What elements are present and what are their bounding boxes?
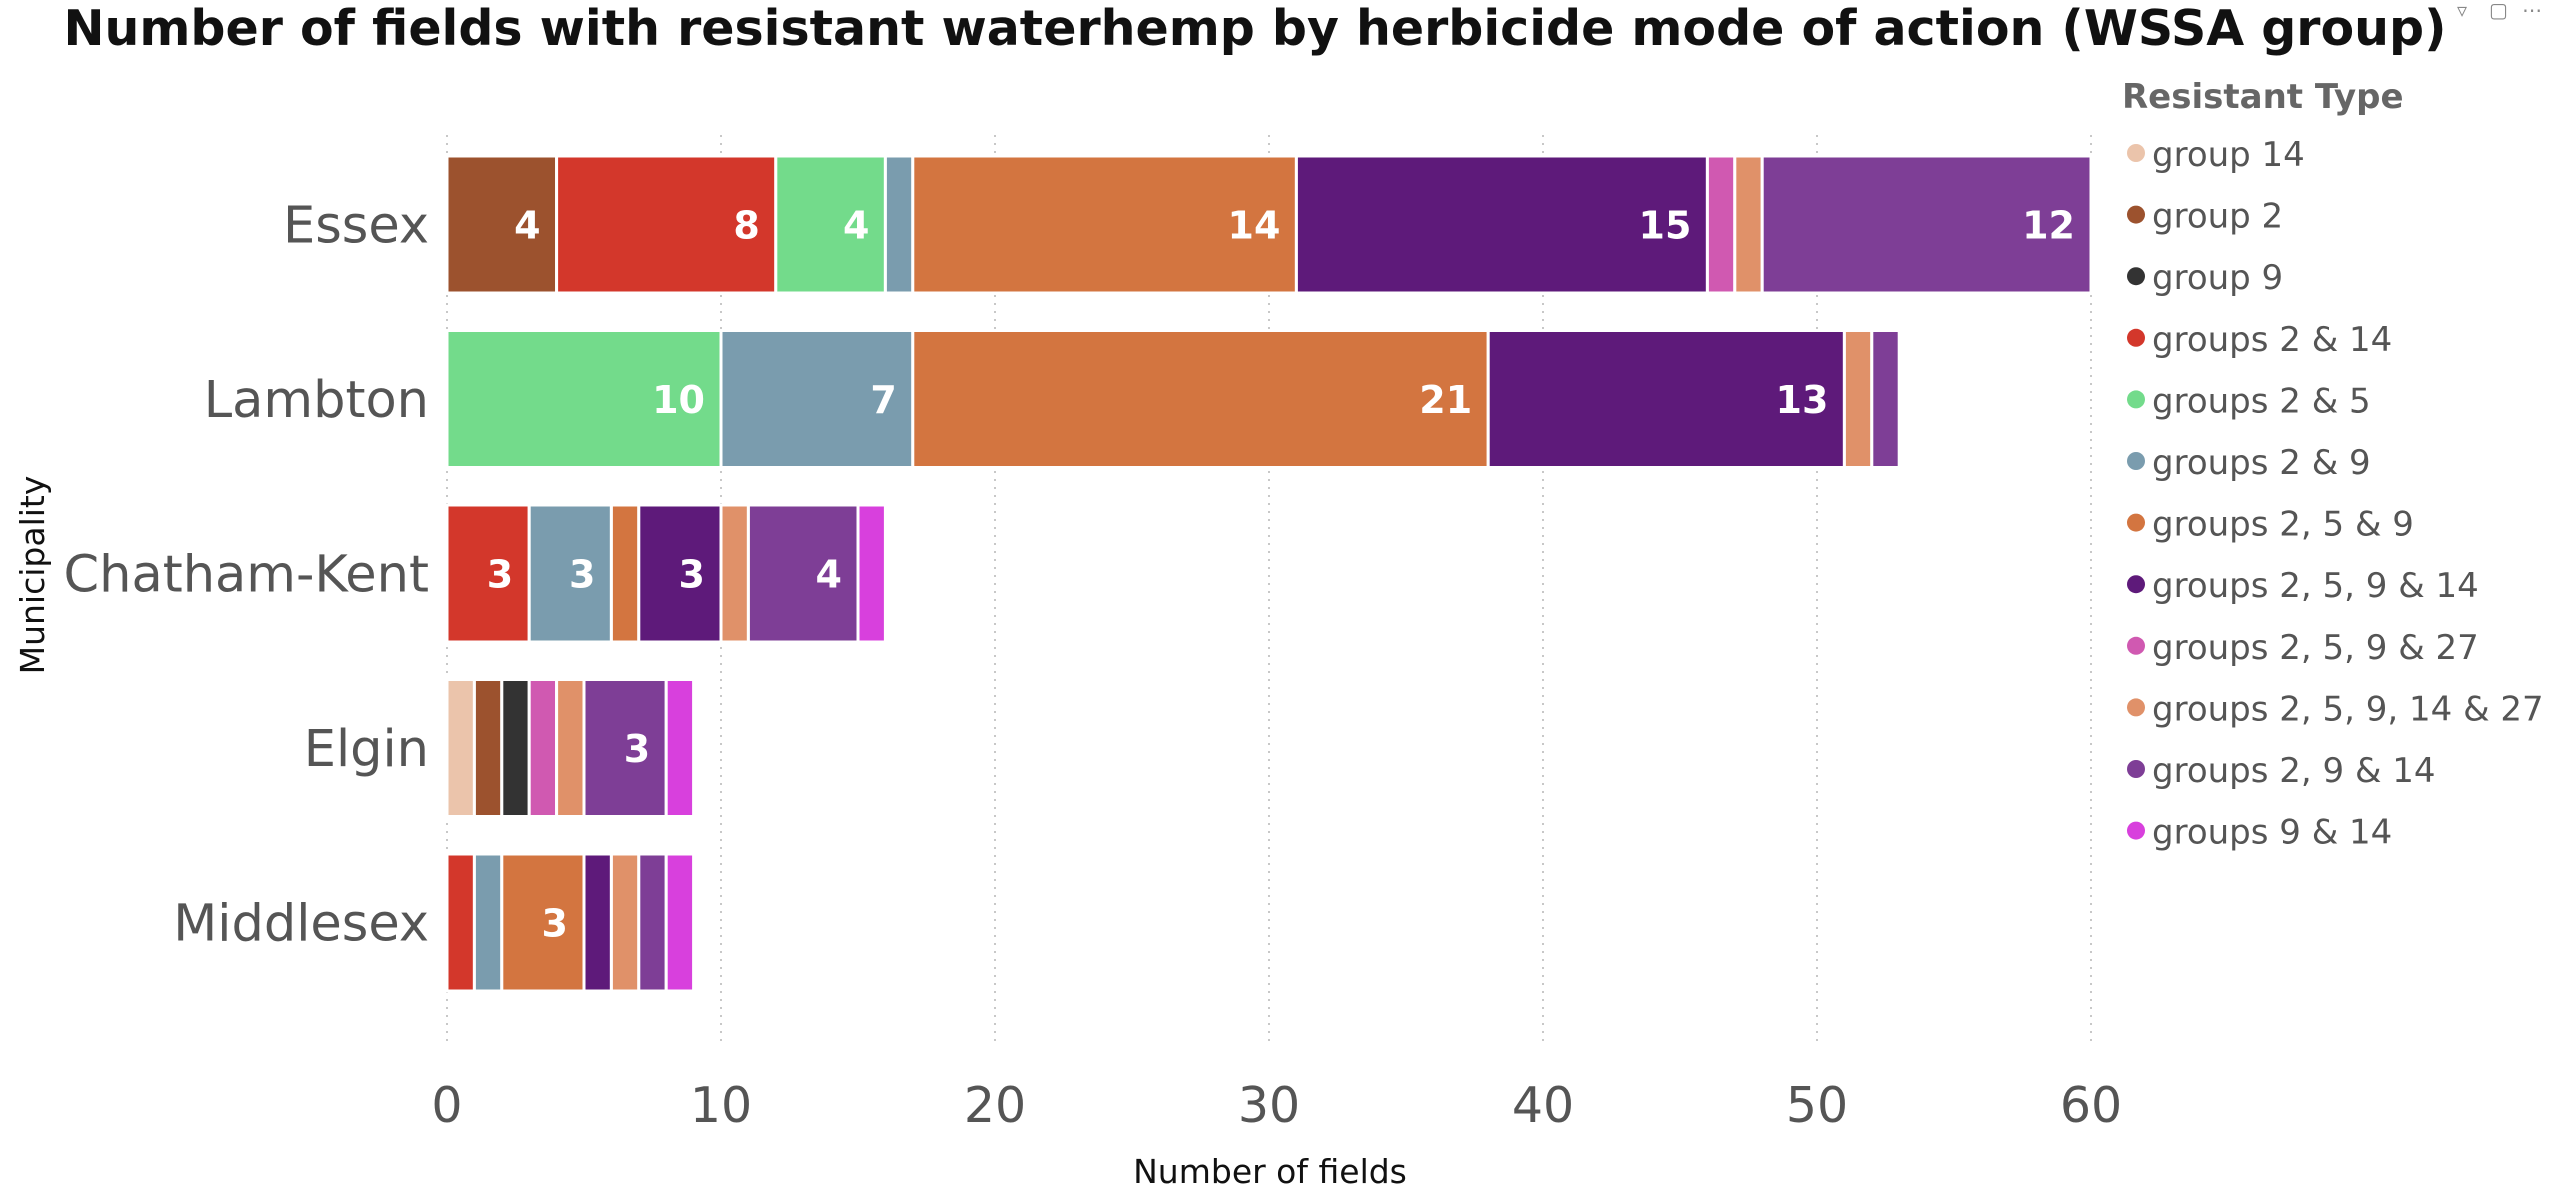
bar-segment[interactable]: [1705, 154, 1737, 295]
legend-item[interactable]: groups 9 & 14: [2152, 813, 2392, 853]
bar-area: 4 8 4 14 15 12 10 7 21 13 3 3 3 4 3 3: [445, 154, 2093, 993]
category-label: Lambton: [204, 371, 429, 430]
data-label: 3: [542, 902, 568, 946]
legend-item[interactable]: groups 2 & 9: [2152, 443, 2371, 483]
data-label: 3: [679, 553, 705, 597]
x-axis-title: Number of fields: [1133, 1152, 1407, 1189]
bar-segment[interactable]: [883, 154, 915, 295]
bar-segment[interactable]: [1842, 329, 1874, 469]
data-label: 14: [1228, 204, 1281, 248]
bar-segment[interactable]: [445, 678, 476, 818]
legend-item[interactable]: groups 2, 5, 9 & 27: [2152, 628, 2479, 668]
legend-item[interactable]: groups 2, 9 & 14: [2152, 751, 2436, 791]
data-label: 4: [514, 204, 540, 248]
legend-marker: [2127, 636, 2145, 655]
bar-segment[interactable]: [500, 678, 531, 818]
legend-marker: [2127, 698, 2145, 717]
legend[interactable]: Resistant Type group 14 group 2 group 9 gro…: [2122, 77, 2544, 853]
legend-item[interactable]: groups 2 & 5: [2152, 381, 2371, 421]
focus-mode-icon[interactable]: ▢: [2489, 0, 2508, 22]
legend-marker: [2127, 205, 2145, 224]
legend-item[interactable]: group 9: [2152, 258, 2283, 298]
category-axis: Essex Lambton Chatham-Kent Elgin Middlesex: [64, 197, 429, 954]
data-label: 7: [870, 378, 896, 422]
category-label: Chatham-Kent: [64, 546, 429, 605]
bar-segment[interactable]: [472, 852, 504, 993]
bar-segment[interactable]: [445, 852, 476, 993]
bar-segment[interactable]: [527, 678, 559, 818]
x-tick-label: 40: [1512, 1077, 1574, 1134]
bar-segment[interactable]: [856, 503, 887, 644]
data-label: 13: [1776, 378, 1829, 422]
bar-segment[interactable]: [1733, 154, 1764, 295]
category-label: Essex: [283, 197, 429, 256]
legend-marker: [2127, 513, 2145, 532]
bar-segment[interactable]: [609, 852, 641, 993]
legend-marker: [2127, 575, 2145, 594]
legend-item[interactable]: groups 2, 5, 9, 14 & 27: [2152, 689, 2544, 729]
x-tick-label: 10: [690, 1077, 752, 1134]
legend-item[interactable]: groups 2 & 14: [2152, 320, 2392, 360]
bar-segment[interactable]: [555, 154, 778, 295]
legend-marker: [2127, 267, 2145, 286]
value-axis: 0 10 20 30 40 50 60: [431, 1077, 2122, 1134]
bar-segment[interactable]: [582, 852, 613, 993]
bar-segment[interactable]: [445, 503, 531, 644]
data-label: 21: [1419, 378, 1472, 422]
chart-title: Number of fields with resistant waterhem…: [63, 0, 2446, 57]
bar-segment[interactable]: [445, 329, 723, 469]
bar-segment[interactable]: [911, 329, 1490, 469]
more-options-icon[interactable]: ⋯: [2522, 0, 2542, 22]
data-label: 8: [733, 204, 759, 248]
bar-segment[interactable]: [637, 852, 668, 993]
bar-segment[interactable]: [555, 678, 586, 818]
category-label: Middlesex: [173, 895, 429, 954]
x-tick-label: 60: [2060, 1077, 2122, 1134]
x-tick-label: 50: [1786, 1077, 1848, 1134]
bar-segment[interactable]: [774, 154, 887, 295]
x-tick-label: 30: [1238, 1077, 1300, 1134]
data-label: 12: [2022, 204, 2075, 248]
bar-segment[interactable]: [1760, 154, 2093, 295]
legend-item[interactable]: group 2: [2152, 197, 2283, 237]
legend-marker: [2127, 821, 2145, 840]
bar-segment[interactable]: [637, 503, 723, 644]
legend-marker: [2127, 452, 2145, 470]
bar-segment[interactable]: [1486, 329, 1846, 469]
x-tick-label: 20: [964, 1077, 1026, 1134]
y-axis-title: Municipality: [13, 476, 52, 675]
bar-segment[interactable]: [472, 678, 504, 818]
bar-segment[interactable]: [664, 852, 696, 993]
data-label: 4: [843, 204, 869, 248]
bar-segment[interactable]: [1294, 154, 1709, 295]
legend-item[interactable]: groups 2, 5, 9 & 14: [2152, 566, 2479, 606]
legend-marker: [2127, 144, 2145, 162]
bar-segment[interactable]: [911, 154, 1298, 295]
category-label: Elgin: [304, 720, 429, 779]
filter-icon[interactable]: ▿: [2457, 0, 2468, 22]
legend-marker: [2127, 760, 2145, 778]
data-label: 3: [487, 553, 513, 597]
bar-segment[interactable]: [609, 503, 641, 644]
legend-item[interactable]: group 14: [2152, 135, 2305, 175]
data-label: 4: [816, 553, 842, 597]
bar-segment[interactable]: [719, 503, 750, 644]
x-tick-label: 0: [431, 1077, 462, 1134]
data-label: 3: [624, 727, 650, 771]
bar-segment[interactable]: [582, 678, 668, 818]
bar-segment[interactable]: [664, 678, 696, 818]
legend-title: Resistant Type: [2122, 77, 2404, 117]
legend-item[interactable]: groups 2, 5 & 9: [2152, 505, 2414, 545]
bar-segment[interactable]: [445, 154, 559, 295]
bar-segment[interactable]: [719, 329, 915, 469]
data-label: 3: [569, 553, 595, 597]
legend-marker: [2127, 328, 2145, 347]
bar-segment[interactable]: [746, 503, 860, 644]
bar-segment[interactable]: [1870, 329, 1901, 469]
data-label: 15: [1639, 204, 1692, 248]
data-label: 10: [652, 378, 705, 422]
legend-marker: [2127, 390, 2145, 409]
